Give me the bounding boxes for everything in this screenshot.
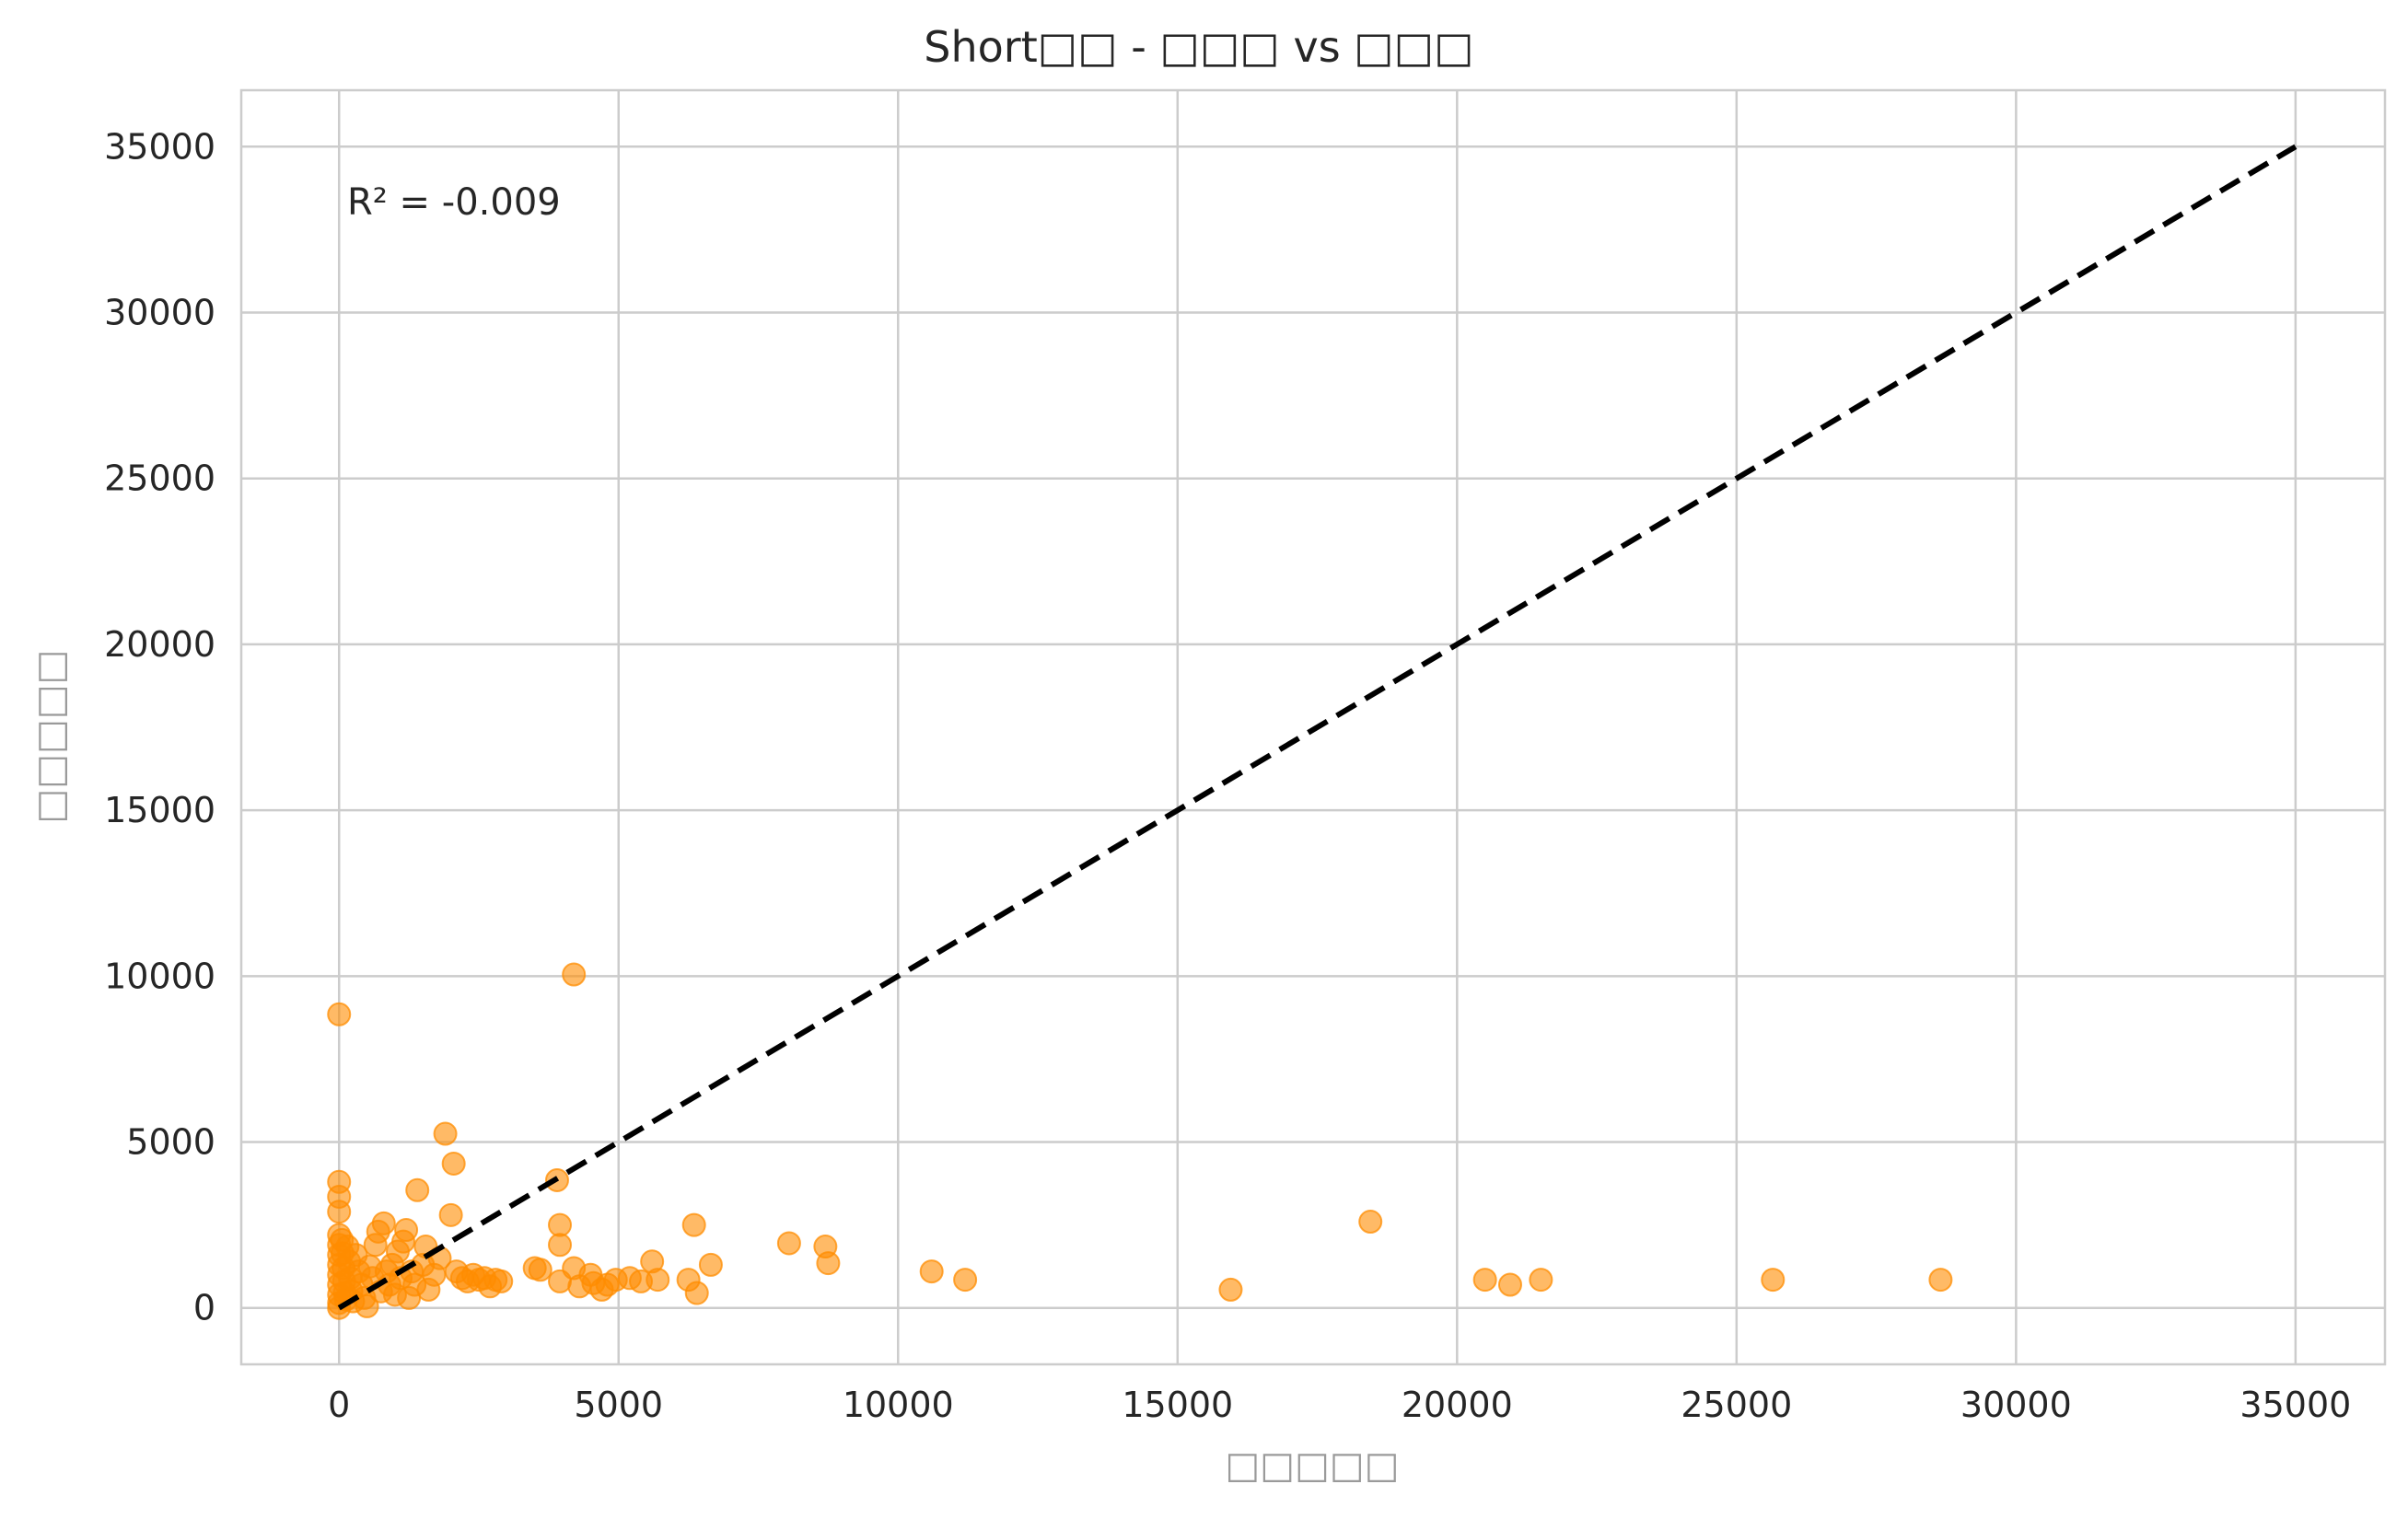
y-tick-label: 10000: [104, 956, 215, 996]
data-point: [1928, 1268, 1953, 1293]
data-point: [562, 962, 587, 987]
x-tick-label: 15000: [1122, 1385, 1233, 1425]
data-point: [327, 1200, 352, 1224]
data-point: [1529, 1268, 1553, 1293]
data-point: [405, 1177, 430, 1202]
r-squared-annotation: R² = -0.009: [347, 181, 561, 224]
reference-line: [337, 144, 2297, 1311]
x-tick-label: 5000: [574, 1385, 663, 1425]
y-tick-label: 0: [193, 1288, 215, 1328]
x-tick-labels: 0 5000 10000 15000 20000 25000 30000 35000: [328, 1385, 2351, 1425]
y-tick-label: 20000: [104, 624, 215, 665]
x-tick-label: 10000: [843, 1385, 954, 1425]
data-point: [489, 1269, 514, 1293]
data-point: [438, 1202, 463, 1227]
x-gridlines: [337, 90, 2297, 1364]
data-point: [776, 1231, 801, 1256]
data-point: [1472, 1268, 1497, 1293]
data-point: [394, 1218, 419, 1243]
data-point: [1497, 1272, 1522, 1297]
x-axis-label: □□□□□: [1226, 1444, 1400, 1487]
x-tick-label: 30000: [1960, 1385, 2072, 1425]
x-tick-label: 35000: [2239, 1385, 2351, 1425]
data-points: [327, 962, 1953, 1320]
data-point: [1761, 1268, 1786, 1293]
y-axis-label: □□□□□: [29, 650, 72, 824]
y-tick-label: 5000: [126, 1122, 215, 1163]
y-tick-label: 15000: [104, 790, 215, 830]
data-point: [528, 1258, 553, 1282]
data-point: [355, 1293, 379, 1318]
y-tick-label: 30000: [104, 292, 215, 332]
data-point: [441, 1151, 466, 1176]
data-point: [1358, 1210, 1383, 1235]
data-point: [919, 1259, 944, 1284]
y-tick-labels: 0 5000 10000 15000 20000 25000 30000 35000: [104, 126, 215, 1328]
x-tick-label: 0: [328, 1385, 350, 1425]
y-gridlines: [241, 145, 2385, 1309]
data-point: [681, 1212, 706, 1237]
data-point: [433, 1121, 458, 1146]
data-point: [1218, 1277, 1243, 1302]
data-point: [816, 1251, 841, 1276]
x-tick-label: 20000: [1402, 1385, 1513, 1425]
data-point: [548, 1212, 573, 1237]
plot-frame: [239, 88, 2387, 1366]
y-tick-label: 25000: [104, 458, 215, 499]
data-point: [371, 1211, 396, 1235]
data-point: [646, 1268, 670, 1293]
data-point: [698, 1252, 723, 1277]
x-tick-label: 25000: [1681, 1385, 1792, 1425]
y-tick-label: 35000: [104, 126, 215, 167]
data-point: [548, 1233, 573, 1258]
data-point: [684, 1281, 709, 1305]
chart-title: Short□□ - □□□ vs □□□: [924, 22, 1473, 72]
data-point: [327, 1002, 352, 1026]
data-point: [953, 1268, 978, 1293]
